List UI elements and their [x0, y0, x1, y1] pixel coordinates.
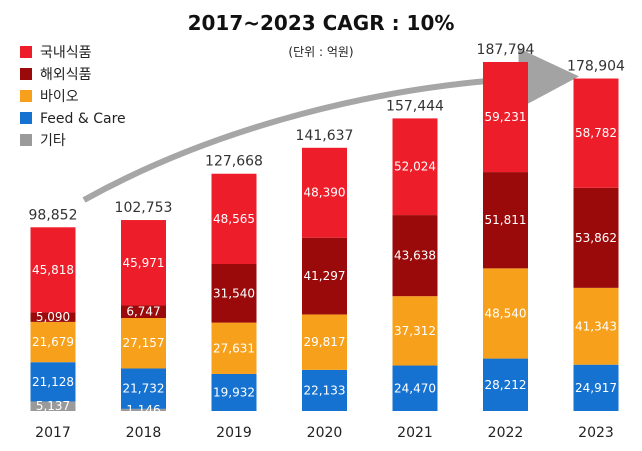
- segment-label-2021-0: 52,024: [394, 160, 436, 174]
- total-label-2019: 127,668: [205, 154, 263, 170]
- segment-label-2017-3: 21,128: [32, 375, 74, 389]
- bar-2021-3: [392, 365, 438, 411]
- segment-label-2021-3: 24,470: [394, 381, 436, 395]
- x-tick-2017: 2017: [35, 425, 71, 441]
- bar-2020-0: [302, 147, 347, 238]
- segment-label-2020-3: 22,133: [304, 383, 346, 397]
- legend-label-4: 기타: [40, 133, 66, 149]
- total-labels: 98,852 102,753 127,668 141,637 157,444 187,79…: [29, 42, 626, 223]
- legend-label-3: Feed & Care: [40, 111, 126, 127]
- segment-label-2019-3: 19,932: [213, 385, 255, 399]
- segment-label-2023-3: 24,917: [575, 381, 617, 395]
- bar-2021-1: [392, 215, 438, 297]
- legend-swatch-3: [20, 112, 32, 124]
- segment-label-2023-0: 58,782: [575, 126, 617, 140]
- bar-2018-3: [121, 368, 166, 409]
- x-tick-2018: 2018: [126, 425, 162, 441]
- x-axis-ticks: 2017 2018 2019 2020 2021 2022 2023: [35, 425, 614, 441]
- segment-label-2020-1: 41,297: [304, 269, 346, 283]
- bar-2021-2: [392, 296, 438, 366]
- total-label-2017: 98,852: [29, 207, 78, 223]
- segment-label-2022-0: 59,231: [485, 110, 527, 124]
- legend-swatch-4: [20, 134, 32, 146]
- total-label-2018: 102,753: [115, 200, 173, 216]
- segment-label-2022-2: 48,540: [485, 306, 527, 320]
- bar-2018-2: [121, 318, 166, 369]
- bar-2017-0: [30, 227, 76, 313]
- bar-2022-3: [483, 358, 528, 411]
- segment-label-2017-4: 5,137: [36, 399, 70, 413]
- bar-2022-0: [483, 62, 528, 173]
- bar-2017-4: [30, 401, 76, 411]
- bar-2020-3: [302, 369, 347, 411]
- x-tick-2023: 2023: [578, 425, 614, 441]
- bar-2023-1: [573, 187, 619, 288]
- bar-2017-2: [30, 321, 76, 363]
- bar-2023-0: [573, 78, 619, 188]
- segment-label-2020-2: 29,817: [304, 335, 346, 349]
- bar-2020-2: [302, 314, 347, 370]
- chart-title: 2017~2023 CAGR : 10%: [188, 11, 455, 35]
- legend-swatch-0: [20, 46, 32, 58]
- bar-2019-3: [211, 373, 257, 411]
- legend-label-0: 국내식품: [40, 45, 92, 61]
- legend-label-2: 바이오: [40, 89, 79, 105]
- x-tick-2022: 2022: [488, 425, 524, 441]
- x-tick-2019: 2019: [216, 425, 252, 441]
- segment-label-2022-1: 51,811: [485, 213, 527, 227]
- bar-2017-1: [30, 312, 76, 322]
- segment-labels: 5,137 21,128 21,679 5,090 45,818 1,146 21,732 2…: [32, 110, 617, 417]
- segment-label-2021-1: 43,638: [394, 249, 436, 263]
- x-tick-2020: 2020: [307, 425, 343, 441]
- bar-2019-1: [211, 263, 257, 323]
- segment-label-2018-3: 21,732: [123, 382, 165, 396]
- segment-label-2017-1: 5,090: [36, 310, 70, 324]
- bar-2023-2: [573, 287, 619, 365]
- total-label-2023: 178,904: [567, 59, 625, 75]
- segment-label-2017-2: 21,679: [32, 335, 74, 349]
- bar-2022-2: [483, 268, 528, 359]
- total-label-2021: 157,444: [386, 98, 444, 114]
- segment-label-2023-2: 41,343: [575, 319, 617, 333]
- bars: [30, 62, 619, 411]
- x-tick-2021: 2021: [397, 425, 433, 441]
- bar-2020-1: [302, 237, 347, 315]
- legend-swatch-1: [20, 68, 32, 80]
- segment-label-2018-2: 27,157: [123, 336, 165, 350]
- segment-label-2017-0: 45,818: [32, 263, 74, 277]
- bar-2021-0: [392, 118, 438, 216]
- bar-2018-1: [121, 305, 166, 319]
- segment-label-2018-1: 6,747: [126, 305, 160, 319]
- legend-swatch-2: [20, 90, 32, 102]
- segment-label-2018-0: 45,971: [123, 256, 165, 270]
- segment-label-2019-0: 48,565: [213, 212, 255, 226]
- bar-2019-2: [211, 322, 257, 374]
- segment-label-2018-4: 1,146: [126, 403, 160, 417]
- legend-label-1: 해외식품: [40, 67, 92, 83]
- segment-label-2019-1: 31,540: [213, 286, 255, 300]
- segment-label-2020-0: 48,390: [304, 186, 346, 200]
- bar-2022-1: [483, 172, 528, 269]
- bar-2017-3: [30, 362, 76, 402]
- segment-label-2021-2: 37,312: [394, 324, 436, 338]
- total-label-2020: 141,637: [296, 128, 354, 144]
- bar-2018-0: [121, 220, 166, 306]
- chart-subtitle: (단위 : 억원): [288, 45, 353, 59]
- segment-label-2023-1: 53,862: [575, 231, 617, 245]
- bar-2018-4: [121, 408, 166, 411]
- total-label-2022: 187,794: [477, 42, 535, 58]
- segment-label-2022-3: 28,212: [485, 378, 527, 392]
- bar-2019-0: [211, 173, 257, 264]
- bar-2023-3: [573, 364, 619, 411]
- segment-label-2019-2: 27,631: [213, 341, 255, 355]
